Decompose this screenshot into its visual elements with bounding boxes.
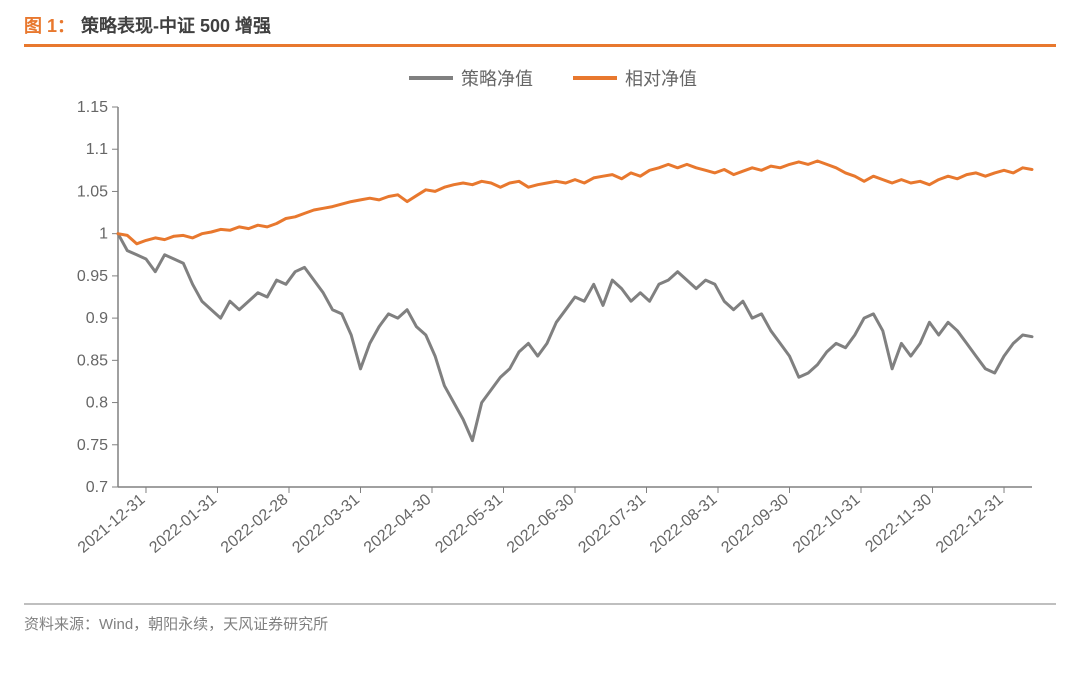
y-tick-label: 0.85	[77, 352, 108, 369]
x-tick-label: 2022-09-30	[718, 491, 792, 557]
y-tick-label: 0.7	[86, 479, 108, 496]
x-tick-label: 2022-12-31	[933, 491, 1007, 557]
legend-swatch-strategy	[409, 76, 453, 80]
x-tick-label: 2022-06-30	[504, 491, 578, 557]
series-strategy	[118, 234, 1032, 441]
y-tick-label: 1	[99, 226, 108, 243]
x-tick-label: 2022-10-31	[790, 491, 864, 557]
y-axis: 0.7 0.75 0.8 0.85 0.9 0.95 1 1.05 1.1 1.15	[77, 99, 118, 496]
chart-area: 策略净值 相对净值 0.7 0.75 0.8 0.85 0.9 0.95 1 1.05 1.1 1…	[24, 47, 1056, 603]
y-tick-label: 1.05	[77, 183, 108, 200]
y-tick-label: 0.8	[86, 395, 108, 412]
legend-label-strategy: 策略净值	[461, 65, 533, 91]
legend-item-strategy: 策略净值	[409, 65, 533, 91]
series-relative	[118, 161, 1032, 244]
x-tick-label: 2022-11-30	[862, 491, 935, 556]
figure-container: 图 1： 策略表现-中证 500 增强 策略净值 相对净值 0.7 0.75 0.8…	[0, 0, 1080, 644]
legend-label-relative: 相对净值	[625, 65, 697, 91]
figure-title: 策略表现-中证 500 增强	[81, 12, 271, 38]
figure-title-row: 图 1： 策略表现-中证 500 增强	[24, 12, 1056, 44]
legend-swatch-relative	[573, 76, 617, 80]
figure-label: 图 1：	[24, 12, 75, 38]
x-axis: 2021-12-312022-01-312022-02-282022-03-31…	[75, 487, 1007, 557]
x-tick-label: 2022-05-31	[432, 491, 506, 557]
x-tick-label: 2022-08-31	[647, 491, 721, 557]
line-chart: 0.7 0.75 0.8 0.85 0.9 0.95 1 1.05 1.1 1.15 2021-1…	[60, 97, 1050, 597]
figure-source: 资料来源：Wind，朝阳永续，天风证券研究所	[24, 605, 1056, 634]
y-tick-label: 1.1	[86, 141, 108, 158]
x-tick-label: 2022-07-31	[575, 491, 649, 557]
y-tick-label: 0.9	[86, 310, 108, 327]
legend: 策略净值 相对净值	[60, 65, 1046, 91]
y-tick-label: 0.95	[77, 268, 108, 285]
x-tick-label: 2022-02-28	[218, 491, 292, 557]
x-tick-label: 2022-01-31	[146, 491, 220, 557]
x-tick-label: 2021-12-31	[75, 491, 149, 557]
x-tick-label: 2022-03-31	[289, 491, 363, 557]
x-tick-label: 2022-04-30	[361, 491, 435, 557]
legend-item-relative: 相对净值	[573, 65, 697, 91]
y-tick-label: 1.15	[77, 99, 108, 116]
y-tick-label: 0.75	[77, 437, 108, 454]
